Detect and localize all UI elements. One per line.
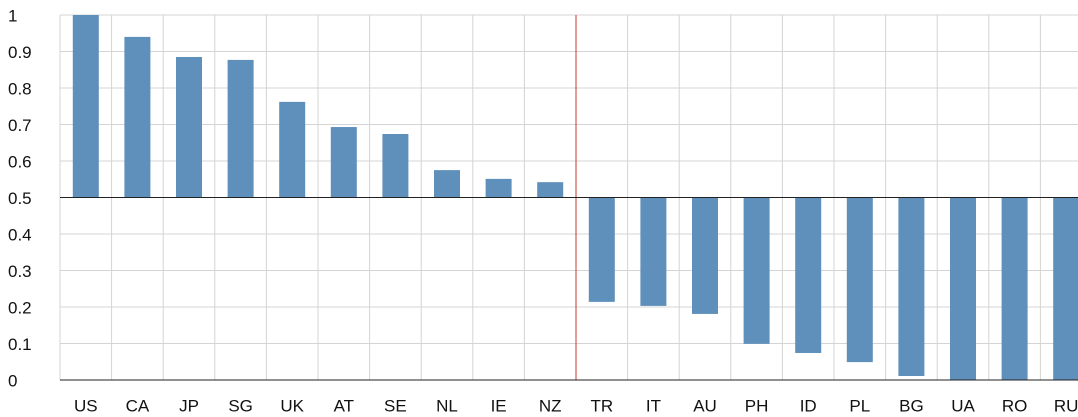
x-tick-label: NL <box>436 396 458 415</box>
y-tick-label: 0.7 <box>8 116 32 135</box>
y-tick-label: 0.5 <box>8 189 32 208</box>
y-tick-label: 0.9 <box>8 43 32 62</box>
y-tick-label: 0.4 <box>8 225 32 244</box>
bar <box>1053 197 1078 380</box>
bar <box>434 170 460 198</box>
bar <box>846 197 873 363</box>
x-tick-label: SE <box>384 396 407 415</box>
x-tick-label: IE <box>491 396 507 415</box>
x-tick-label: RU <box>1054 396 1078 415</box>
x-tick-label: CA <box>126 396 150 415</box>
bar <box>485 178 512 198</box>
x-tick-label: JP <box>179 396 199 415</box>
x-tick-label: AU <box>693 396 717 415</box>
y-tick-label: 0.3 <box>8 262 32 281</box>
bar <box>950 197 976 380</box>
bar <box>537 182 564 198</box>
y-tick-label: 0.8 <box>8 79 32 98</box>
y-tick-label: 1 <box>8 6 17 25</box>
x-tick-label: AT <box>334 396 354 415</box>
x-tick-label: PH <box>745 396 769 415</box>
bar <box>382 133 409 198</box>
x-tick-label: TR <box>590 396 613 415</box>
bar <box>1001 197 1028 380</box>
x-tick-label: NZ <box>539 396 562 415</box>
x-tick-label: RO <box>1002 396 1028 415</box>
bar <box>640 197 667 306</box>
bar <box>588 197 615 302</box>
y-tick-label: 0 <box>8 371 17 390</box>
bar <box>72 15 99 198</box>
bar <box>124 36 151 198</box>
x-tick-label: US <box>74 396 98 415</box>
bar <box>279 101 306 198</box>
bar <box>898 197 925 376</box>
x-tick-label: UK <box>280 396 304 415</box>
bar <box>176 56 202 198</box>
bar <box>743 197 770 344</box>
y-tick-label: 0.2 <box>8 298 32 317</box>
y-tick-label: 0.6 <box>8 152 32 171</box>
bar <box>227 59 254 198</box>
x-tick-label: IT <box>646 396 661 415</box>
x-tick-label: UA <box>951 396 975 415</box>
x-tick-label: BG <box>899 396 924 415</box>
x-tick-label: PL <box>849 396 870 415</box>
y-tick-label: 0.1 <box>8 335 32 354</box>
x-tick-label: ID <box>800 396 817 415</box>
bar <box>330 127 357 198</box>
bar <box>795 197 822 353</box>
bar <box>692 197 718 314</box>
x-tick-label: SG <box>228 396 253 415</box>
